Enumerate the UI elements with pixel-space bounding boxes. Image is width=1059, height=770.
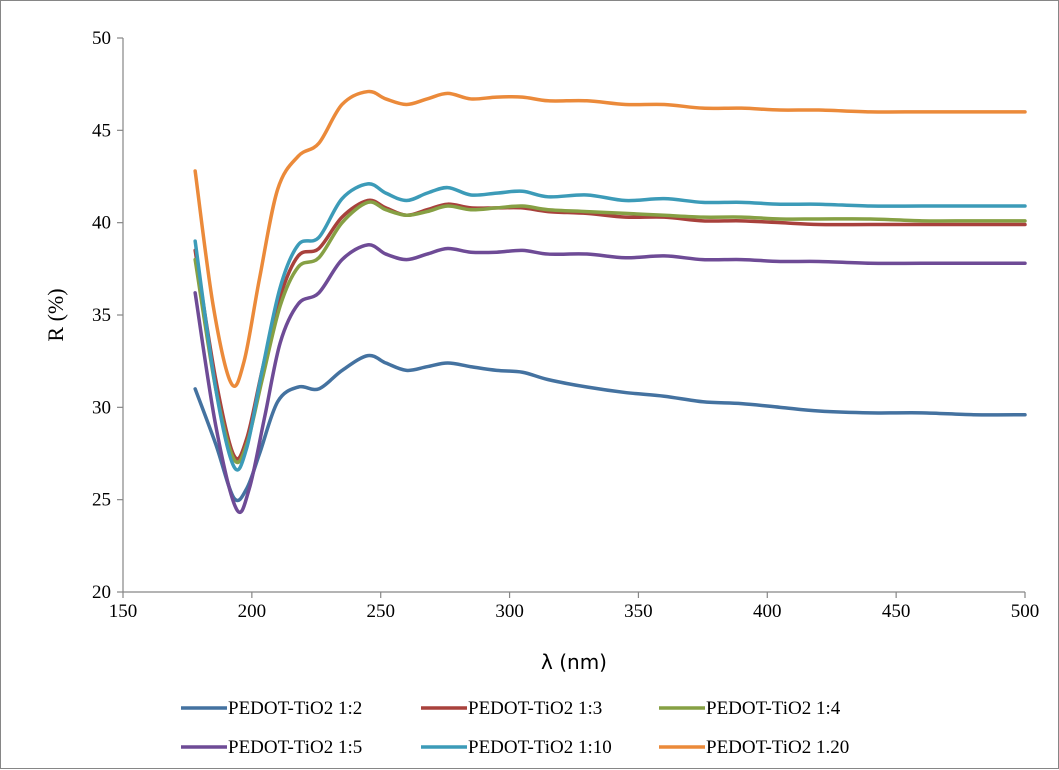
x-tick-label: 350 <box>624 601 653 622</box>
x-tick-label: 500 <box>1011 601 1040 622</box>
x-tick-label: 400 <box>753 601 782 622</box>
series-lines <box>193 89 1027 515</box>
series-line-6 <box>193 89 1027 388</box>
y-tick-label: 50 <box>92 28 111 49</box>
legend-label: PEDOT-TiO2 1:3 <box>468 698 602 719</box>
legend-label: PEDOT-TiO2 1:5 <box>228 737 362 758</box>
axis-ticks: 20 25 30 35 40 45 50 150 200 250 300 350 400 450 500 <box>92 28 1039 622</box>
legend-label: PEDOT-TiO2 1:4 <box>706 698 841 719</box>
x-tick-label: 300 <box>495 601 524 622</box>
series-line-4 <box>193 243 1027 515</box>
legend-label: PEDOT-TiO2 1:2 <box>228 698 362 719</box>
series-line-5 <box>193 182 1027 472</box>
x-tick-label: 250 <box>366 601 395 622</box>
series-line-3 <box>193 200 1027 465</box>
series-line-1 <box>193 353 1027 503</box>
y-tick-label: 25 <box>92 490 111 511</box>
x-axis-title: λ (nm) <box>541 650 607 674</box>
legend: PEDOT-TiO2 1:2 PEDOT-TiO2 1:3 PEDOT-TiO2 1… <box>181 698 849 758</box>
y-axis-title: R (%) <box>43 288 68 341</box>
x-tick-label: 450 <box>882 601 911 622</box>
y-tick-label: 35 <box>92 305 111 326</box>
x-tick-label: 200 <box>238 601 267 622</box>
y-tick-label: 30 <box>92 397 111 418</box>
y-tick-label: 45 <box>92 120 111 141</box>
legend-label: PEDOT-TiO2 1.20 <box>706 737 849 758</box>
y-tick-label: 40 <box>92 213 111 234</box>
x-tick-label: 150 <box>109 601 138 622</box>
axes <box>122 38 1025 593</box>
legend-label: PEDOT-TiO2 1:10 <box>468 737 612 758</box>
y-tick-label: 20 <box>92 582 111 603</box>
